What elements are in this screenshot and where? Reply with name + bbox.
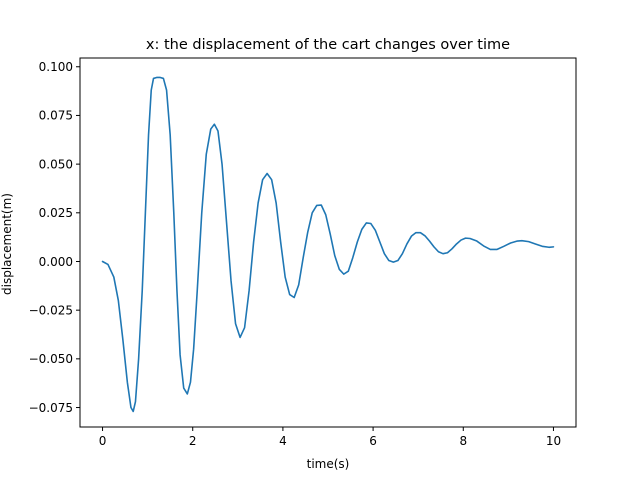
y-tick-label: −0.025 [29, 303, 73, 317]
chart-title: x: the displacement of the cart changes … [146, 37, 510, 53]
series-line-0 [101, 76, 555, 413]
y-tick-label: 0.000 [39, 255, 73, 269]
plot-area [101, 76, 555, 413]
y-tick-label: 0.075 [39, 109, 73, 123]
x-tick-label: 6 [369, 434, 377, 448]
axes: 0 2 4 6 8 10 −0.075 −0.050 −0.025 0.000 0.025 0.050… [29, 57, 577, 448]
y-axis-label: displacement(m) [0, 193, 14, 295]
x-tick-label: 0 [99, 434, 107, 448]
y-tick-label: 0.025 [39, 206, 73, 220]
x-tick-label: 8 [459, 434, 467, 448]
y-tick-label: −0.050 [29, 352, 73, 366]
x-axis-label: time(s) [307, 457, 350, 471]
y-tick-label: 0.100 [39, 60, 73, 74]
x-tick-label: 4 [279, 434, 287, 448]
axes-frame [79, 57, 577, 428]
y-tick-label: 0.050 [39, 157, 73, 171]
y-tick-label: −0.075 [29, 401, 73, 415]
x-tick-label: 10 [546, 434, 561, 448]
x-tick-label: 2 [189, 434, 197, 448]
